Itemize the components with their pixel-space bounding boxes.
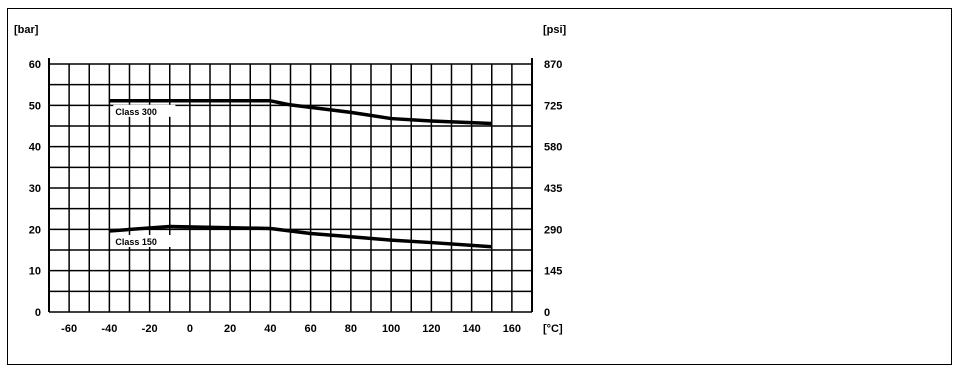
x-tick-label: 80 [345,323,357,335]
x-tick-label: -20 [142,323,158,335]
y-tick-label-left: 20 [29,224,41,236]
x-tick-label: 140 [462,323,480,335]
x-tick-label: 0 [187,323,193,335]
y-tick-label-right: 725 [544,100,562,112]
y-unit-left: [bar] [14,24,39,36]
x-tick-label: 40 [264,323,276,335]
y-tick-label-right: 0 [544,307,550,319]
chart-frame [7,8,952,365]
series-label: Class 300 [115,107,157,117]
series-line [109,224,492,249]
x-unit: [°C] [543,323,563,335]
y-tick-label-left: 60 [29,59,41,71]
y-tick-label-left: 50 [29,100,41,112]
x-tick-label: 60 [305,323,317,335]
y-tick-label-right: 580 [544,142,562,154]
x-tick-label: -60 [61,323,77,335]
y-tick-label-right: 870 [544,59,562,71]
y-tick-label-left: 40 [29,142,41,154]
series-label-bg [113,104,176,117]
y-tick-label-left: 30 [29,183,41,195]
x-tick-label: 120 [422,323,440,335]
x-tick-label: 100 [382,323,400,335]
y-tick-label-right: 145 [544,266,562,278]
y-tick-label-left: 0 [35,307,41,319]
y-tick-label-right: 435 [544,183,562,195]
y-tick-label-right: 290 [544,224,562,236]
series-label: Class 150 [115,237,157,247]
y-unit-right: [psi] [543,24,567,36]
y-tick-label-left: 10 [29,266,41,278]
x-tick-label: -40 [101,323,117,335]
series-label-bg [113,234,176,247]
x-tick-label: 20 [224,323,236,335]
series-line [109,99,492,126]
x-tick-label: 160 [503,323,521,335]
